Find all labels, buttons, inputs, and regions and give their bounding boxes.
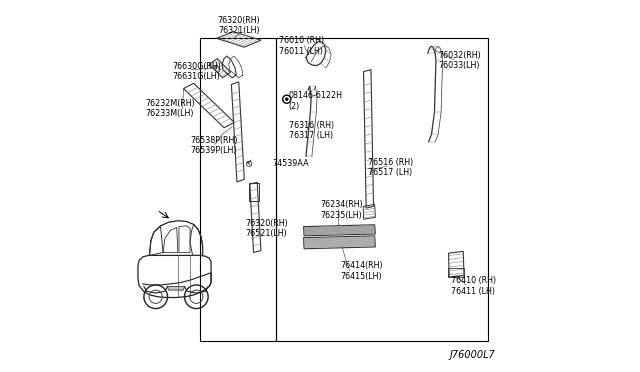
Bar bbox=[449, 268, 464, 277]
Text: 76538P(RH)
76539P(LH): 76538P(RH) 76539P(LH) bbox=[190, 135, 237, 155]
Text: 74539AA: 74539AA bbox=[272, 159, 308, 169]
Bar bbox=[276, 38, 488, 341]
Text: 76232M(RH)
76233M(LH): 76232M(RH) 76233M(LH) bbox=[146, 99, 195, 118]
Text: 76516 (RH)
76517 (LH): 76516 (RH) 76517 (LH) bbox=[368, 158, 413, 177]
Text: 76316 (RH)
76317 (LH): 76316 (RH) 76317 (LH) bbox=[289, 121, 333, 141]
Text: 76320(RH)
76321(LH): 76320(RH) 76321(LH) bbox=[218, 16, 260, 35]
Text: 08146-6122H
(2): 08146-6122H (2) bbox=[289, 91, 342, 111]
Text: 76410 (RH)
76411 (LH): 76410 (RH) 76411 (LH) bbox=[451, 276, 496, 296]
Text: 76234(RH)
76235(LH): 76234(RH) 76235(LH) bbox=[320, 200, 363, 220]
Text: 76320(RH)
76521(LH): 76320(RH) 76521(LH) bbox=[245, 219, 288, 238]
Text: 76010 (RH)
76011 (LH): 76010 (RH) 76011 (LH) bbox=[280, 36, 324, 55]
Polygon shape bbox=[168, 286, 184, 290]
Text: 76414(RH)
76415(LH): 76414(RH) 76415(LH) bbox=[340, 261, 383, 281]
Bar bbox=[249, 183, 259, 201]
Circle shape bbox=[285, 98, 288, 101]
Bar bbox=[200, 38, 276, 341]
Text: J76000L7: J76000L7 bbox=[450, 350, 495, 359]
Text: 76032(RH)
76033(LH): 76032(RH) 76033(LH) bbox=[438, 51, 481, 70]
Text: 76630G(RH)
76631G(LH): 76630G(RH) 76631G(LH) bbox=[172, 62, 221, 81]
